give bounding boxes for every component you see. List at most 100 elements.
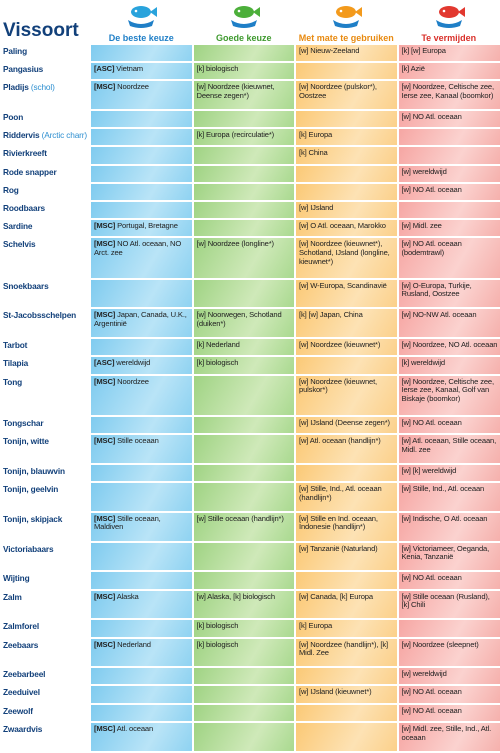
- cell: [191, 278, 295, 310]
- label-tag: [MSC]: [94, 239, 116, 249]
- cell: [w] wereldwijd: [396, 164, 500, 184]
- fish-name: St-Jacobsschelpen: [0, 308, 90, 340]
- row: Zeewolf [w] NO Atl. oceaan: [0, 703, 500, 723]
- cell: [ASC] wereldwijd: [89, 356, 193, 376]
- cell: [MSC] Stille oceaan, Maldiven: [89, 511, 193, 543]
- row: Poon [w] NO Atl. oceaan: [0, 109, 500, 130]
- label-tag: [MSC]: [94, 723, 116, 733]
- row: Zalm [MSC] Alaska [w] Alaska, [k] biologis…: [0, 589, 500, 621]
- fish-name: Rode snapper: [0, 164, 90, 184]
- fish-name: Snoekbaars: [0, 278, 90, 310]
- cell: [w] O-Europa, Turkije, Rusland, Oostzee: [396, 278, 500, 310]
- fish-name: Rog: [0, 182, 90, 202]
- cell: [294, 721, 398, 753]
- cell: [w] Noordzee (kieuwnet, Deense zegen*): [191, 80, 295, 111]
- column-title: Met mate te gebruiken: [298, 33, 394, 43]
- cell: [191, 482, 295, 513]
- cell: [w] Noordzee (kieuwnet*): [294, 338, 398, 358]
- fish-name: Zalmforel: [0, 619, 90, 639]
- icon: [435, 6, 465, 28]
- cell: [w] NO Atl. oceaan (bodemtrawl): [396, 237, 500, 280]
- cell: [89, 200, 193, 221]
- cell: [89, 45, 193, 63]
- row: Rog [w] NO Atl. oceaan: [0, 182, 500, 202]
- row: Tonijn, blauwvin [w] [k] wereldwijd: [0, 463, 500, 484]
- cell: [w] Nieuw-Zeeland: [294, 45, 398, 63]
- cell: [191, 415, 295, 436]
- header: Vissoort De beste keuze Goede keuze Met …: [0, 0, 500, 45]
- cell: [294, 667, 398, 687]
- cell: [w] Noordzee, Celtische zee, Ierse zee, …: [396, 374, 500, 417]
- cell: [294, 164, 398, 184]
- cell: [294, 356, 398, 376]
- cell: [w] W-Europa, Scandinavië: [294, 278, 398, 310]
- fish-name: Zalm: [0, 589, 90, 621]
- row: Zeebarbeel [w] wereldwijd: [0, 667, 500, 687]
- cell: [191, 541, 295, 573]
- row: Tonijn, witte [MSC] Stille oceaan [w] Atl.…: [0, 434, 500, 465]
- icon: [128, 6, 158, 28]
- cell: [k] Europa (recirculatie*): [191, 128, 295, 148]
- cell: [191, 667, 295, 687]
- cell: [396, 146, 500, 166]
- cell: [89, 619, 193, 639]
- cell: [w] Noorwegen, Schotland (duiken*): [191, 308, 295, 340]
- column-header: Goede keuze: [193, 0, 296, 45]
- row: Zeebaars [MSC] Nederland [k] biologisch [w]…: [0, 637, 500, 669]
- cell: [294, 61, 398, 82]
- fish-name: Sardine: [0, 219, 90, 239]
- cell: [w] NO-NW Atl. oceaan: [396, 308, 500, 340]
- alt-name: (Arctic charr): [39, 130, 88, 141]
- cell: [w] Noordzee, NO Atl. oceaan: [396, 338, 500, 358]
- cell: [w] O Atl. oceaan, Marokko: [294, 219, 398, 239]
- cell: [89, 109, 193, 130]
- fish-name: Tonijn, geelvin: [0, 482, 90, 513]
- cell: [MSC] Portugal, Bretagne: [89, 219, 193, 239]
- cell: [w] [k] wereldwijd: [396, 463, 500, 484]
- row: Pladijs (schol) [MSC] Noordzee [w] Noordze…: [0, 80, 500, 111]
- fish-name: Roodbaars: [0, 200, 90, 221]
- label-tag: [ASC]: [94, 358, 115, 368]
- cell: [k] China: [294, 146, 398, 166]
- column-header: De beste keuze: [90, 0, 193, 45]
- cell: [w] Noordzee (handlijn*), [k] Midl. Zee: [294, 637, 398, 669]
- row: Zalmforel [k] biologisch [k] Europa: [0, 619, 500, 639]
- cell: [w] Atl. oceaan, Stille oceaan, Midl. ze…: [396, 434, 500, 465]
- cell: [w] Stille, Ind., Atl. oceaan (handlijn*…: [294, 482, 398, 513]
- row: Tonijn, skipjack [MSC] Stille oceaan, Mal…: [0, 511, 500, 543]
- label-tag: [MSC]: [94, 591, 116, 601]
- cell: [396, 200, 500, 221]
- fish-name: Tilapia: [0, 356, 90, 376]
- cell: [191, 703, 295, 723]
- fish-name: Poon: [0, 109, 90, 130]
- cell: [k] biologisch: [191, 637, 295, 669]
- alt-name: (schol): [28, 82, 55, 93]
- row: Tarbot [k] Nederland [w] Noordzee (kieuwne…: [0, 338, 500, 358]
- row: Wijting [w] NO Atl. oceaan: [0, 571, 500, 591]
- cell: [k] Azië: [396, 61, 500, 82]
- title: Vissoort: [3, 20, 79, 41]
- cell: [w] Noordzee (kieuwnet, pulskor*): [294, 374, 398, 417]
- cell: [k] Europa: [294, 619, 398, 639]
- cell: [w] Tanzanië (Naturland): [294, 541, 398, 573]
- cell: [89, 278, 193, 310]
- cell: [294, 463, 398, 484]
- fish-table: Paling [w] Nieuw-Zeeland [k] [w] Europa Pan…: [0, 45, 500, 753]
- label-tag: [MSC]: [94, 376, 116, 386]
- cell: [MSC] Stille oceaan: [89, 434, 193, 465]
- cell: [k] [w] Europa: [396, 45, 500, 63]
- cell: [191, 374, 295, 417]
- cell: [w] Noordzee (pulskor*), Oostzee: [294, 80, 398, 111]
- cell: [w] Noordzee, Celtische zee, Ierse zee, …: [396, 80, 500, 111]
- cell: [191, 182, 295, 202]
- row: Rode snapper [w] wereldwijd: [0, 164, 500, 184]
- cell: [89, 164, 193, 184]
- fish-name: Rivierkreeft: [0, 146, 90, 166]
- cell: [89, 667, 193, 687]
- label-tag: [MSC]: [94, 221, 116, 231]
- cell: [89, 415, 193, 436]
- cell: [k] [w] Japan, China: [294, 308, 398, 340]
- fish-name: Schelvis: [0, 237, 90, 280]
- cell: [89, 482, 193, 513]
